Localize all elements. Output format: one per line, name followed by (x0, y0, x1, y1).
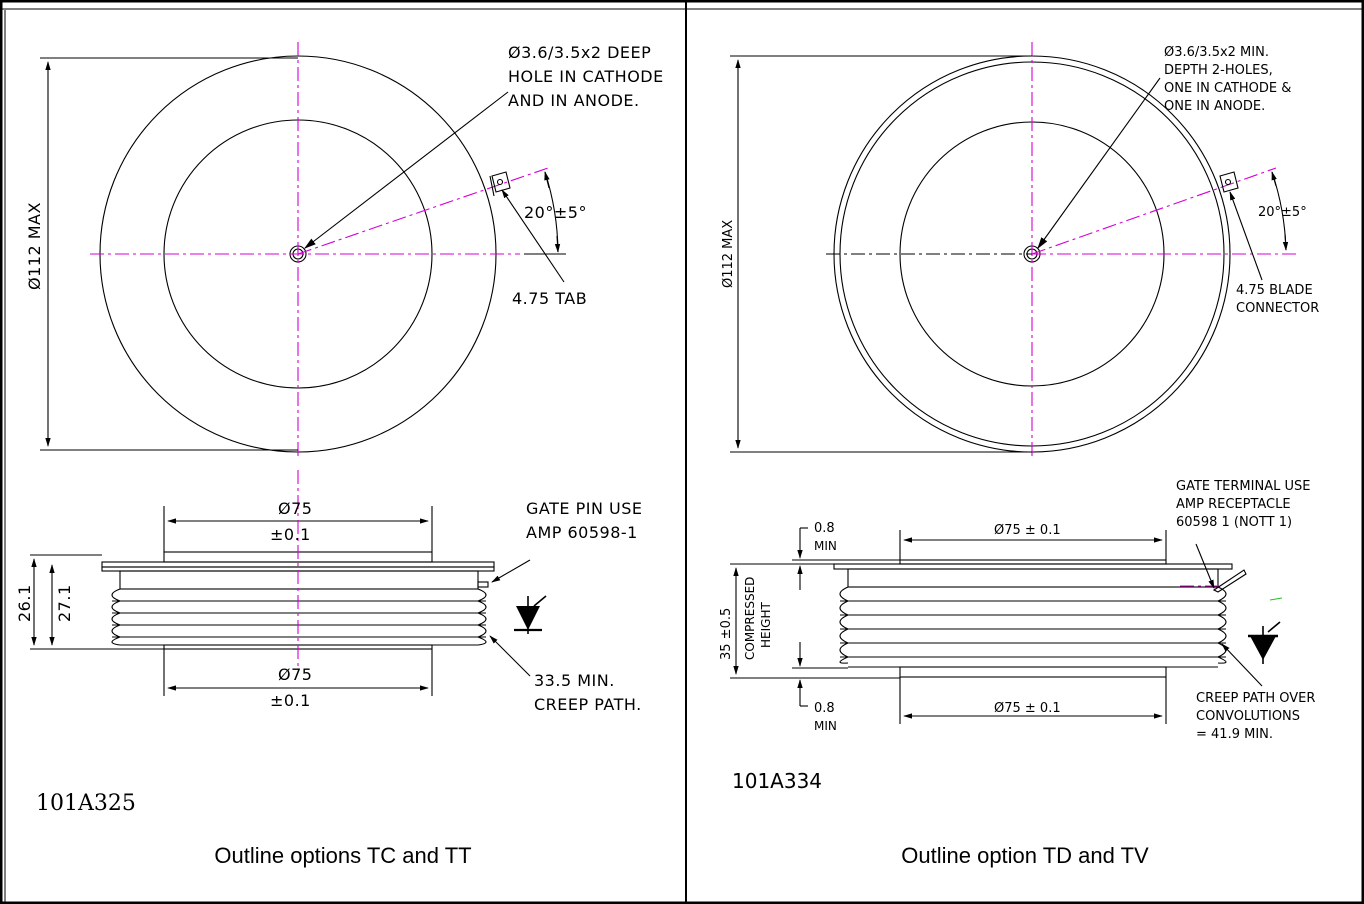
left-drawing-code: 101A325 (36, 791, 136, 816)
right-bottom-flange-min: MIN (814, 719, 837, 733)
left-bottom-dim-tolerance: ±0.1 (270, 691, 311, 710)
right-diameter-label: Ø112 MAX (721, 220, 736, 288)
left-caption: Outline options TC and TT (214, 843, 471, 868)
left-height-min: 26.1 (15, 584, 34, 622)
right-gate-note-line3: 60598 1 (NOTT 1) (1176, 515, 1292, 530)
left-tab-label: 4.75 TAB (512, 289, 587, 308)
right-height-compressed: COMPRESSED (743, 577, 757, 660)
right-panel: Ø3.6/3.5x2 MIN. DEPTH 2-HOLES, ONE IN CA… (719, 42, 1319, 868)
right-hole-note-line1: Ø3.6/3.5x2 MIN. (1164, 45, 1269, 60)
right-bottom-flange-value: 0.8 (814, 701, 835, 716)
left-creep-note-line2: CREEP PATH. (534, 695, 642, 714)
right-drawing-code: 101A334 (732, 769, 822, 793)
left-top-dim-tolerance: ±0.1 (270, 525, 311, 544)
right-hole-note-line2: DEPTH 2-HOLES, (1164, 63, 1273, 78)
right-bottom-dim: Ø75 ± 0.1 (994, 701, 1061, 716)
right-height-value: 35 ±0.5 (719, 608, 734, 660)
right-angle-label: 20°±5° (1258, 205, 1307, 220)
left-hole-note-line2: HOLE IN CATHODE (508, 67, 664, 86)
right-top-flange-min: MIN (814, 539, 837, 553)
right-creep-note-line1: CREEP PATH OVER (1196, 691, 1315, 706)
left-bottom-dim-value: Ø75 (278, 665, 312, 684)
left-panel: Ø3.6/3.5x2 DEEP HOLE IN CATHODE AND IN A… (15, 42, 664, 868)
left-creep-note-line1: 33.5 MIN. (534, 671, 615, 690)
right-top-dim: Ø75 ± 0.1 (994, 523, 1061, 538)
right-hole-note-line4: ONE IN ANODE. (1164, 99, 1265, 114)
left-hole-note-line3: AND IN ANODE. (508, 91, 640, 110)
left-top-view (40, 42, 566, 460)
right-gate-note-line1: GATE TERMINAL USE (1176, 479, 1310, 494)
right-top-view (730, 42, 1300, 460)
right-side-view (730, 527, 1283, 724)
right-connector-note-line2: CONNECTOR (1236, 301, 1319, 316)
left-top-dim-value: Ø75 (278, 499, 312, 518)
right-caption: Outline option TD and TV (901, 843, 1149, 868)
left-diameter-label: Ø112 MAX (25, 202, 44, 290)
right-top-flange-value: 0.8 (814, 521, 835, 536)
right-connector-note-line1: 4.75 BLADE (1236, 283, 1313, 298)
left-gate-note-line2: AMP 60598-1 (526, 523, 638, 542)
right-gate-note-line2: AMP RECEPTACLE (1176, 497, 1291, 512)
left-angle-label: 20°±5° (524, 203, 587, 222)
right-creep-note-line2: CONVOLUTIONS (1196, 709, 1300, 724)
left-side-view (30, 470, 547, 696)
right-height-word: HEIGHT (759, 602, 773, 648)
left-gate-note-line1: GATE PIN USE (526, 499, 642, 518)
left-height-max: 27.1 (55, 584, 74, 622)
left-hole-note-line1: Ø3.6/3.5x2 DEEP (508, 43, 651, 62)
right-hole-note-line3: ONE IN CATHODE & (1164, 81, 1291, 96)
right-creep-note-line3: = 41.9 MIN. (1196, 727, 1273, 742)
